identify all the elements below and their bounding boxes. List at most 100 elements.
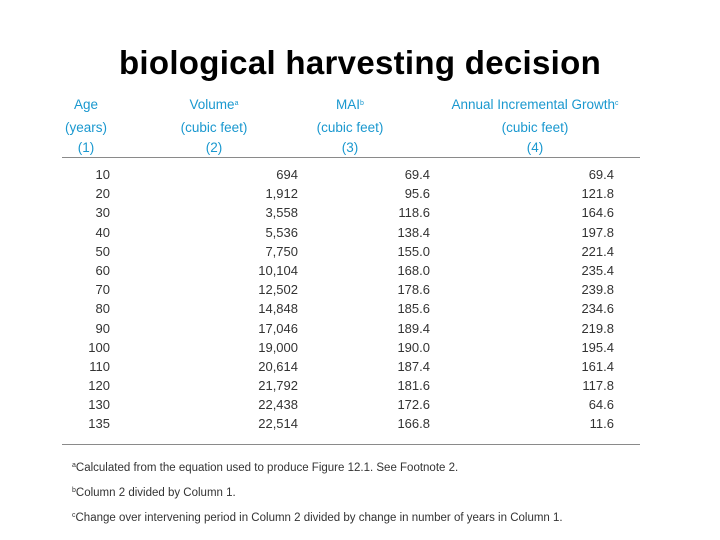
table-row: 40 5,536 138.4 197.8 <box>62 223 640 242</box>
age-cell: 100 <box>88 339 110 355</box>
age-cell: 20 <box>95 186 110 202</box>
column-header-volume: Volumea (cubic feet) (2) <box>162 95 266 158</box>
mai-cell: 155.0 <box>397 243 430 259</box>
growth-cell: 239.8 <box>581 282 614 298</box>
table-row: 120 21,792 181.6 117.8 <box>62 376 640 395</box>
growth-cell: 11.6 <box>589 416 614 432</box>
growth-cell: 69.4 <box>588 167 614 182</box>
footnote-mark: a <box>234 100 239 107</box>
volume-cell: 20,614 <box>258 358 298 374</box>
age-cell: 110 <box>89 358 110 374</box>
column-header-label: Volume <box>189 97 235 112</box>
column-header-annual-incremental-growth: Annual Incremental Growthc (cubic feet) … <box>432 95 638 158</box>
growth-cell: 221.4 <box>581 243 614 259</box>
table-row: 135 22,514 166.8 11.6 <box>62 414 640 433</box>
growth-cell: 219.8 <box>581 320 614 336</box>
table-row: 70 12,502 178.6 239.8 <box>62 280 640 299</box>
age-cell: 130 <box>88 397 110 413</box>
volume-cell: 1,912 <box>265 186 298 202</box>
footnote-mark: a <box>72 462 76 469</box>
footnote-mark: c <box>72 512 76 519</box>
column-header-number: (3) <box>341 140 359 155</box>
column-header-number: (1) <box>77 140 95 155</box>
column-header-label: Annual Incremental Growth <box>451 97 616 112</box>
mai-cell: 178.6 <box>397 282 430 298</box>
mai-cell: 168.0 <box>397 262 430 278</box>
mai-cell: 69.4 <box>404 167 430 182</box>
mai-cell: 181.6 <box>397 378 430 394</box>
column-header-unit: (years) <box>64 120 107 135</box>
table-row: 50 7,750 155.0 221.4 <box>62 242 640 261</box>
volume-cell: 3,558 <box>265 205 298 221</box>
age-cell: 135 <box>88 416 110 432</box>
mai-cell: 190.0 <box>397 339 430 355</box>
age-cell: 10 <box>95 167 110 182</box>
table-row: 60 10,104 168.0 235.4 <box>62 261 640 280</box>
footnote-text: Calculated from the equation used to pro… <box>75 462 459 474</box>
growth-cell: 121.8 <box>581 186 614 202</box>
table-row: 20 1,912 95.6 121.8 <box>62 184 640 203</box>
mai-cell: 185.6 <box>397 301 430 317</box>
footnote-mark: b <box>360 100 364 107</box>
column-header-mai: MAIb (cubic feet) (3) <box>298 95 402 158</box>
mai-cell: 189.4 <box>397 320 430 336</box>
slide-title: biological harvesting decision <box>118 44 602 81</box>
footnote-b: bColumn 2 divided by Column 1. <box>72 486 672 511</box>
age-cell: 120 <box>88 378 110 394</box>
table-row: 130 22,438 172.6 64.6 <box>62 395 640 414</box>
column-header-number: (2) <box>205 140 223 155</box>
mai-cell: 187.4 <box>397 358 430 374</box>
footnote-text: Column 2 divided by Column 1. <box>75 487 236 499</box>
column-header-unit: (cubic feet) <box>501 120 569 135</box>
mai-cell: 95.6 <box>404 186 430 202</box>
mai-cell: 166.8 <box>397 416 430 432</box>
mai-cell: 118.6 <box>398 205 430 221</box>
growth-cell: 64.6 <box>588 397 614 413</box>
footnotes: aCalculated from the equation used to pr… <box>72 461 672 536</box>
table-top-rule <box>62 157 640 158</box>
footnote-a: aCalculated from the equation used to pr… <box>72 461 672 486</box>
footnote-c: cChange over intervening period in Colum… <box>72 511 672 536</box>
volume-cell: 10,104 <box>258 262 298 278</box>
growth-cell: 164.6 <box>581 205 614 221</box>
age-cell: 50 <box>95 243 110 259</box>
volume-cell: 21,792 <box>258 378 298 394</box>
volume-cell: 14,848 <box>258 301 298 317</box>
volume-cell: 22,438 <box>258 397 298 413</box>
table-row: 10 694 69.4 69.4 <box>62 165 640 184</box>
growth-cell: 234.6 <box>581 301 614 317</box>
table-row: 90 17,046 189.4 219.8 <box>62 319 640 338</box>
footnote-mark: b <box>72 487 76 494</box>
age-cell: 40 <box>95 224 110 240</box>
growth-cell: 161.4 <box>581 358 614 374</box>
age-cell: 70 <box>95 282 110 298</box>
column-header-unit: (cubic feet) <box>180 120 248 135</box>
footnote-mark: c <box>615 100 619 107</box>
column-header-number: (4) <box>526 140 544 155</box>
table-header: Age (years) (1) Volumea (cubic feet) (2)… <box>62 95 640 155</box>
growth-cell: 117.8 <box>582 378 614 394</box>
age-cell: 60 <box>95 262 110 278</box>
table-body: 10 694 69.4 69.4 20 1,912 95.6 121.8 30 3,558 118.… <box>62 165 640 434</box>
volume-cell: 12,502 <box>258 282 298 298</box>
volume-cell: 7,750 <box>265 243 298 259</box>
table-row: 30 3,558 118.6 164.6 <box>62 203 640 222</box>
age-cell: 30 <box>95 205 110 221</box>
table-row: 100 19,000 190.0 195.4 <box>62 338 640 357</box>
volume-cell: 694 <box>276 167 298 182</box>
table-row: 110 20,614 187.4 161.4 <box>62 357 640 376</box>
column-header-label: Age <box>73 97 99 112</box>
growth-cell: 235.4 <box>581 262 614 278</box>
growth-cell: 197.8 <box>581 224 614 240</box>
mai-cell: 138.4 <box>397 224 430 240</box>
volume-cell: 5,536 <box>265 224 298 240</box>
column-header-age: Age (years) (1) <box>62 95 110 158</box>
mai-cell: 172.6 <box>397 397 430 413</box>
volume-cell: 22,514 <box>258 416 298 432</box>
volume-cell: 19,000 <box>258 339 298 355</box>
column-header-label: MAI <box>336 97 361 112</box>
age-cell: 80 <box>95 301 110 317</box>
table-row: 80 14,848 185.6 234.6 <box>62 299 640 318</box>
volume-cell: 17,046 <box>258 320 298 336</box>
age-cell: 90 <box>95 320 110 336</box>
